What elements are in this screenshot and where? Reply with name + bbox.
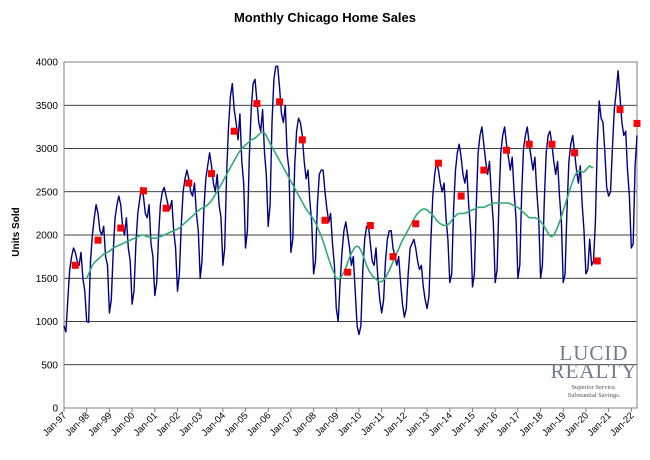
series-markers-july [71, 98, 641, 276]
x-tick-label: Jan-18 [517, 410, 545, 438]
x-tick-label: Jan-11 [359, 410, 387, 438]
x-tick-label: Jan-03 [177, 410, 205, 438]
y-tick-label: 1500 [36, 274, 59, 285]
data-point-marker [457, 192, 465, 200]
y-tick-label: 3000 [36, 144, 59, 155]
logo-text-line2: REALTY [551, 359, 638, 383]
data-point-marker [344, 268, 352, 276]
x-tick-label: Jan-07 [268, 410, 296, 438]
data-point-marker [162, 204, 170, 212]
x-tick-label: Jan-99 [86, 410, 114, 438]
data-point-marker [593, 257, 601, 265]
x-tick-label: Jan-20 [563, 410, 591, 438]
data-point-marker [298, 136, 306, 144]
y-axis-label: Units Sold [11, 207, 22, 256]
chart-title: Monthly Chicago Home Sales [234, 10, 416, 25]
x-tick-label: Jan-05 [222, 410, 250, 438]
y-tick-label: 3500 [36, 101, 59, 112]
y-tick-label: 0 [52, 404, 58, 415]
x-tick-label: Jan-02 [154, 410, 182, 438]
data-point-marker [571, 149, 579, 157]
data-point-marker [94, 236, 102, 244]
data-point-marker [208, 170, 216, 178]
data-point-marker [434, 159, 442, 167]
y-tick-label: 2500 [36, 187, 59, 198]
data-point-marker [185, 179, 193, 187]
x-tick-label: Jan-15 [449, 410, 477, 438]
data-point-marker [321, 216, 329, 224]
y-tick-label: 4000 [36, 58, 59, 69]
x-tick-label: Jan-16 [472, 410, 500, 438]
data-point-marker [366, 221, 374, 229]
data-point-marker [253, 100, 261, 108]
data-point-marker [525, 140, 533, 148]
x-tick-label: Jan-22 [608, 410, 636, 438]
y-tick-label: 500 [41, 360, 58, 371]
x-tick-label: Jan-13 [404, 410, 432, 438]
y-tick-label: 1000 [36, 317, 59, 328]
series-line-moving-average [85, 131, 594, 283]
data-point-marker [230, 127, 238, 135]
data-point-marker [616, 106, 624, 114]
x-tick-label: Jan-98 [63, 410, 91, 438]
data-point-marker [480, 166, 488, 174]
logo-tagline-2: Substantial Savings. [568, 392, 621, 399]
x-tick-label: Jan-09 [313, 410, 341, 438]
x-tick-label: Jan-17 [495, 410, 523, 438]
plot-area [63, 61, 638, 409]
y-axis-ticks: 0 500 1000 1500 2000 2500 3000 3500 4000 [36, 58, 59, 415]
data-point-marker [548, 140, 556, 148]
data-point-marker [117, 224, 125, 232]
lucid-realty-logo: LUCID REALTY Superior Service. Substanti… [551, 341, 638, 399]
x-tick-label: Jan-01 [132, 410, 160, 438]
gridlines [64, 61, 637, 366]
x-tick-label: Jan-19 [540, 410, 568, 438]
x-tick-label: Jan-08 [290, 410, 318, 438]
logo-tagline-1: Superior Service. [571, 384, 617, 391]
x-tick-label: Jan-00 [109, 410, 137, 438]
data-point-marker [412, 220, 420, 228]
x-tick-label: Jan-97 [41, 410, 69, 438]
x-tick-label: Jan-04 [200, 410, 228, 438]
data-point-marker [139, 187, 147, 195]
x-tick-label: Jan-10 [336, 410, 364, 438]
x-axis-ticks: Jan-97Jan-98Jan-99Jan-00Jan-01Jan-02Jan-… [41, 408, 636, 439]
y-tick-label: 2000 [36, 231, 59, 242]
x-tick-label: Jan-12 [381, 410, 409, 438]
data-point-marker [633, 119, 641, 127]
series-line-monthly-sales [63, 65, 638, 336]
data-point-marker [389, 253, 397, 261]
x-tick-label: Jan-21 [585, 410, 613, 438]
data-point-marker [276, 98, 284, 106]
data-point-marker [503, 146, 511, 154]
x-tick-label: Jan-06 [245, 410, 273, 438]
x-tick-label: Jan-14 [427, 410, 455, 438]
data-point-marker [71, 261, 79, 269]
logo-text-line1: LUCID [559, 341, 628, 365]
